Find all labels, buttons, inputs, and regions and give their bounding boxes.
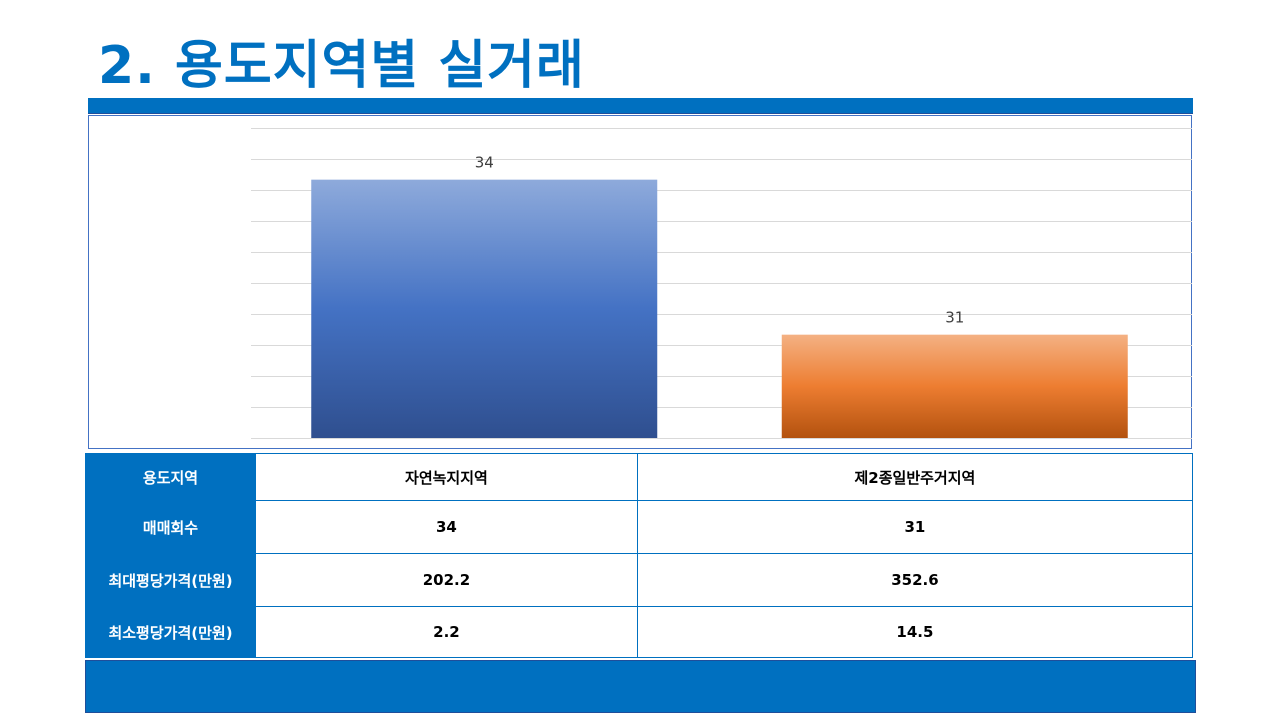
table-cell: 제2종일반주거지역	[636, 453, 1194, 501]
table-cell: 352.6	[636, 553, 1194, 607]
row-header: 최소평당가격(만원)	[85, 606, 256, 658]
table-row: 최소평당가격(만원) 2.2 14.5	[85, 606, 1194, 658]
table-cell: 자연녹지지역	[255, 453, 638, 501]
chart-data-labels: 34 31	[475, 154, 965, 327]
chart-bars	[311, 179, 1128, 438]
data-label: 31	[945, 309, 964, 327]
table-cell: 2.2	[255, 606, 638, 658]
bar-chart-canvas: 34 31	[251, 128, 1192, 439]
row-header: 최대평당가격(만원)	[85, 553, 256, 607]
bar-chart: 34 31	[88, 115, 1192, 449]
table-cell: 14.5	[636, 606, 1194, 658]
title-underline-bar	[88, 98, 1193, 114]
page-title: 2. 용도지역별 실거래	[98, 36, 585, 96]
data-label: 34	[475, 154, 494, 172]
row-header: 매매회수	[85, 500, 256, 554]
table-row: 매매회수 34 31	[85, 500, 1194, 554]
table-cell: 31	[636, 500, 1194, 554]
bar-1	[311, 179, 658, 438]
table-cell: 34	[255, 500, 638, 554]
table-row: 최대평당가격(만원) 202.2 352.6	[85, 553, 1194, 607]
table-cell: 202.2	[255, 553, 638, 607]
bar-2	[781, 334, 1128, 438]
footer-bar	[85, 660, 1196, 713]
data-table: 용도지역 자연녹지지역 제2종일반주거지역 매매회수 34 31 최대평당가격(…	[85, 453, 1194, 658]
row-header: 용도지역	[85, 453, 256, 501]
table-row: 용도지역 자연녹지지역 제2종일반주거지역	[85, 453, 1194, 501]
